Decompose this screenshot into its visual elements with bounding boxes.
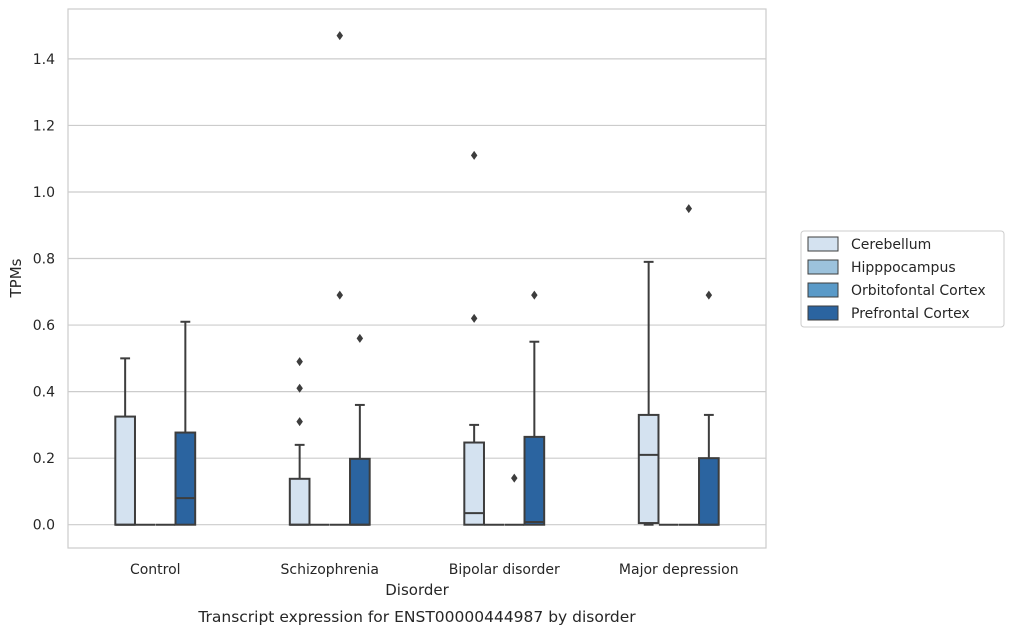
outlier-point	[531, 290, 538, 300]
legend-swatch	[807, 236, 839, 252]
outlier-point	[705, 290, 713, 300]
legend-label: Prefrontal Cortex	[851, 306, 970, 322]
box-group	[288, 357, 311, 526]
outlier-point	[296, 417, 303, 427]
outlier-point	[470, 313, 478, 323]
box-group	[329, 31, 350, 526]
box-group	[504, 473, 525, 526]
box	[174, 431, 197, 526]
box	[349, 457, 371, 526]
box-group	[114, 357, 136, 526]
y-tick-label: 0.8	[33, 252, 55, 268]
legend-label: Orbitofontal Cortex	[851, 283, 986, 299]
box	[523, 435, 546, 526]
box-marks	[114, 31, 720, 526]
legend-frame	[800, 230, 1005, 328]
x-tick-labels: Control Schizophrenia Bipolar disorder Majo…	[130, 562, 739, 578]
legend-swatch	[807, 305, 839, 321]
y-tick-label: 0.2	[33, 451, 55, 467]
legend-label: Hipppocampus	[851, 260, 956, 276]
x-axis-title: Disorder	[385, 581, 449, 599]
legend-swatch	[807, 282, 839, 298]
box	[288, 477, 311, 526]
y-tick-labels: 0.0 0.2 0.4 0.6 0.8 1.0 1.2 1.4	[33, 52, 55, 534]
plot-frame	[67, 8, 767, 549]
outlier-point	[296, 357, 303, 367]
x-tick-label: Schizophrenia	[281, 562, 379, 578]
y-tick-label: 0.0	[33, 518, 55, 534]
y-tick-label: 1.4	[33, 52, 55, 68]
box	[698, 457, 720, 526]
legend-label: Cerebellum	[851, 237, 931, 253]
x-tick-label: Bipolar disorder	[449, 562, 560, 578]
x-tick-label: Control	[130, 562, 181, 578]
legend: Cerebellum Hipppocampus Orbitofontal Corte…	[800, 230, 1005, 328]
box-group	[463, 150, 485, 526]
box	[114, 415, 136, 526]
box-group	[349, 333, 371, 526]
y-tick-label: 0.6	[33, 318, 55, 334]
y-tick-label: 1.2	[33, 118, 55, 134]
outlier-point	[356, 333, 364, 343]
box-group	[698, 290, 720, 526]
box-group	[174, 320, 197, 526]
box	[637, 413, 660, 525]
outlier-point	[685, 204, 693, 214]
box-group	[678, 204, 699, 526]
outlier-point	[470, 150, 478, 160]
legend-swatch	[807, 259, 839, 275]
chart-caption: Transcript expression for ENST0000044498…	[197, 608, 636, 626]
y-axis-title: TPMs	[7, 258, 25, 298]
box-group	[637, 260, 660, 526]
outlier-point	[336, 31, 344, 41]
gridlines	[68, 58, 766, 526]
outlier-point	[336, 290, 344, 300]
box	[463, 441, 485, 526]
box-group	[523, 290, 546, 526]
outlier-point	[511, 473, 518, 483]
x-tick-label: Major depression	[619, 562, 739, 578]
outlier-point	[296, 383, 303, 393]
y-tick-label: 0.4	[33, 385, 55, 401]
y-tick-label: 1.0	[33, 185, 55, 201]
